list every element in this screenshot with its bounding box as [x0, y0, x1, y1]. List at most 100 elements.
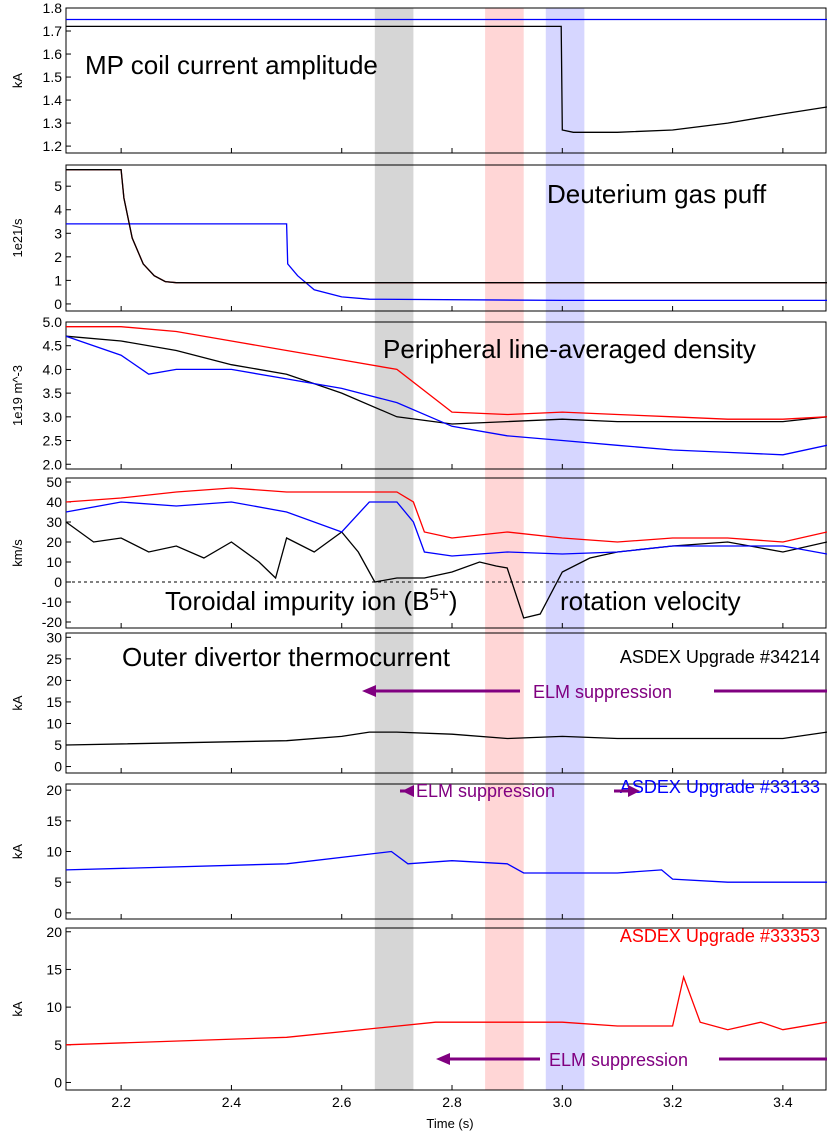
y-tick-label: 1.5 — [43, 69, 63, 85]
y-tick-label: 0 — [54, 759, 62, 775]
y-tick-label: 1.4 — [43, 92, 63, 108]
elm-arrow-panel6: ELM suppression — [400, 781, 640, 801]
y-tick-label: 5 — [54, 737, 62, 753]
elm-label-panel7: ELM suppression — [549, 1050, 688, 1070]
highlight-bands — [374, 8, 585, 1090]
y-axis-label: 1e21/s — [10, 218, 25, 258]
y-tick-label: 10 — [46, 554, 62, 570]
y-tick-label: 20 — [46, 534, 62, 550]
series-line-2 — [65, 335, 827, 456]
x-tick-label: 2.6 — [332, 1094, 352, 1110]
y-tick-label: 5 — [54, 1037, 62, 1053]
y-axis-label: kA — [10, 844, 25, 860]
y-tick-label: 5 — [54, 874, 62, 890]
y-tick-label: 20 — [46, 782, 62, 798]
panel4-title-left-close: ) — [449, 586, 458, 616]
x-tick-label: 2.4 — [222, 1094, 242, 1110]
y-tick-label: -10 — [42, 594, 62, 610]
y-tick-label: 3.0 — [43, 409, 63, 425]
y-axis-label: kA — [10, 695, 25, 711]
x-tick-label: 2.2 — [111, 1094, 131, 1110]
y-tick-label: 10 — [46, 999, 62, 1015]
panel2-title: Deuterium gas puff — [547, 179, 767, 209]
panel-frame — [65, 632, 827, 774]
series-line-1 — [65, 521, 827, 619]
y-axis-label: 1e19 m^-3 — [10, 365, 25, 426]
y-tick-label: 0 — [54, 296, 62, 312]
panel-frame — [65, 164, 827, 312]
y-tick-label: 0 — [54, 905, 62, 921]
panel-4: -20 -10 0 10 20 30 40 50 km/s — [10, 474, 827, 630]
y-tick-label: 15 — [46, 961, 62, 977]
series-line-2 — [66, 25, 827, 133]
elm-arrow-panel7: ELM suppression — [436, 1050, 827, 1070]
y-tick-label: 25 — [46, 651, 62, 667]
series-line-3 — [65, 487, 827, 543]
y-tick-label: 2.0 — [43, 456, 63, 472]
y-tick-label: 4 — [54, 202, 62, 218]
panel-frame — [65, 783, 827, 920]
panel-frame — [65, 927, 827, 1091]
y-axis-label: km/s — [10, 539, 25, 567]
series-line-1 — [65, 335, 827, 425]
y-tick-label: 1.8 — [43, 0, 63, 16]
y-tick-label: 2 — [54, 249, 62, 265]
y-tick-label: -20 — [42, 614, 62, 630]
y-tick-label: 20 — [46, 672, 62, 688]
panel3-title: Peripheral line-averaged density — [383, 334, 756, 364]
series-line-1 — [65, 731, 827, 746]
x-tick-label: 3.0 — [553, 1094, 573, 1110]
x-tick-label: 3.2 — [663, 1094, 683, 1110]
y-tick-label: 10 — [46, 715, 62, 731]
highlight-band-2 — [485, 8, 524, 1090]
y-tick-label: 1.6 — [43, 46, 63, 62]
x-axis-label: Time (s) — [426, 1116, 473, 1131]
y-tick-label: 5.0 — [43, 314, 63, 330]
y-axis-label: kA — [10, 1001, 25, 1017]
series-line-3 — [66, 326, 827, 420]
series-line-1 — [65, 974, 827, 1046]
y-tick-label: 4.0 — [43, 361, 63, 377]
plot-panels: 1.2 1.3 1.4 1.5 1.6 1.7 1.8 kA 0 1 2 3 4 5 1e21/s 2.0 2.… — [10, 0, 827, 1110]
y-tick-label: 1.7 — [43, 23, 63, 39]
panel-5: 0 5 10 15 20 25 30 kA — [10, 629, 827, 775]
panel5-title: Outer divertor thermocurrent — [122, 642, 451, 672]
y-tick-label: 1 — [54, 272, 62, 288]
series-line-1 — [66, 223, 827, 302]
panel-1: 1.2 1.3 1.4 1.5 1.6 1.7 1.8 kA — [10, 0, 827, 154]
y-tick-label: 2.5 — [43, 433, 63, 449]
series-line-1 — [65, 850, 827, 883]
panel-frame — [65, 321, 827, 470]
y-tick-label: 1.3 — [43, 115, 63, 131]
y-axis-label: kA — [10, 73, 25, 89]
y-tick-label: 10 — [46, 844, 62, 860]
elm-label-panel5: ELM suppression — [533, 682, 672, 702]
y-tick-label: 3.5 — [43, 385, 63, 401]
series-line-3 — [66, 169, 827, 284]
panel-frame — [65, 477, 827, 629]
panel4-title-left-main: Toroidal impurity ion (B — [165, 586, 429, 616]
y-tick-label: 0 — [54, 574, 62, 590]
y-tick-label: 5 — [54, 178, 62, 194]
y-tick-label: 50 — [46, 474, 62, 490]
y-tick-label: 1.2 — [43, 138, 63, 154]
panel1-title: MP coil current amplitude — [85, 50, 378, 80]
panel4-title-superscript: 5+ — [429, 585, 448, 604]
panel5-shot-label: ASDEX Upgrade #34214 — [620, 647, 820, 667]
y-tick-label: 15 — [46, 813, 62, 829]
y-tick-label: 0 — [54, 1074, 62, 1090]
highlight-band-3 — [545, 8, 585, 1090]
panel4-title-right: rotation velocity — [560, 586, 741, 616]
panel6-shot-label: ASDEX Upgrade #33133 — [620, 777, 820, 797]
y-tick-label: 20 — [46, 924, 62, 940]
y-tick-label: 30 — [46, 629, 62, 645]
y-tick-label: 3 — [54, 225, 62, 241]
elm-label-panel6: ELM suppression — [416, 781, 555, 801]
panel4-title-left: Toroidal impurity ion (B5+) — [165, 585, 458, 616]
y-tick-label: 15 — [46, 694, 62, 710]
x-tick-label: 2.8 — [442, 1094, 462, 1110]
series-line-2 — [65, 501, 827, 557]
panel7-shot-label: ASDEX Upgrade #33353 — [620, 926, 820, 946]
